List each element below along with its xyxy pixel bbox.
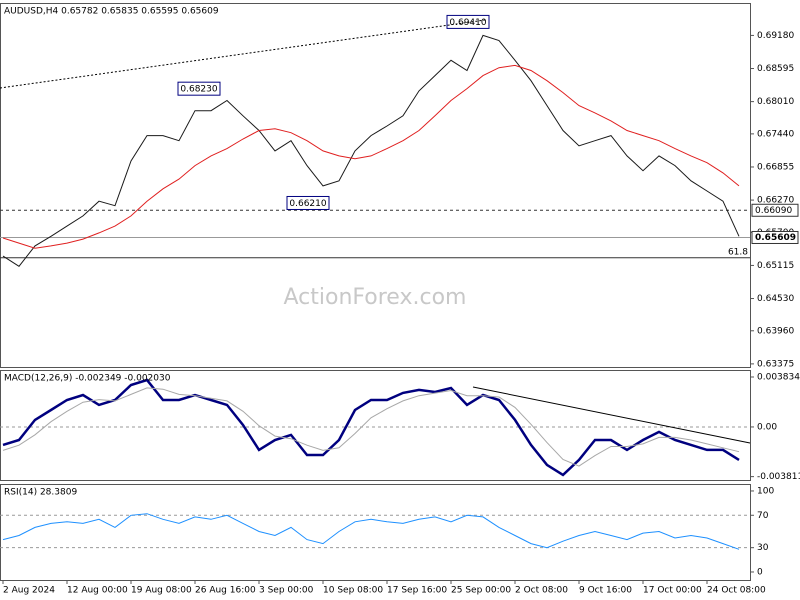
x-tick-label: 17 Oct 00:00: [643, 586, 702, 596]
y-tick-label: 0.63375: [757, 359, 794, 369]
x-tick-label: 2 Oct 08:00: [515, 586, 568, 596]
series-line: [2, 513, 740, 550]
trend-line: [472, 386, 751, 444]
annotation-box: [286, 195, 330, 210]
x-tick-label: 9 Oct 16:00: [579, 586, 632, 596]
y-tick-label: 0.67440: [757, 129, 794, 139]
price-label: 0.65609: [755, 233, 796, 243]
y-tick-label: 0: [757, 567, 763, 577]
series-line: [2, 34, 740, 267]
price-box: [751, 203, 799, 217]
price-box: [751, 230, 799, 244]
y-tick-label: 30: [757, 543, 769, 553]
panel-title: AUDUSD,H4 0.65782 0.65835 0.65595 0.6560…: [4, 7, 219, 17]
watermark: ActionForex.com: [284, 285, 467, 310]
y-tick-label: 0.68595: [757, 64, 794, 74]
y-tick-label: 0.66855: [757, 162, 794, 172]
y-tick-label: 0.64530: [757, 294, 794, 304]
panel-frame: [0, 370, 751, 481]
y-tick-label: 0.66270: [757, 196, 794, 206]
annotation-box: [177, 81, 221, 96]
x-tick-label: 19 Aug 08:00: [131, 586, 192, 596]
panel-title: MACD(12,26,9) -0.002349 -0.002030: [4, 374, 171, 384]
x-tick-label: 25 Sep 00:00: [451, 586, 511, 596]
price-label: 0.66090: [755, 206, 792, 216]
y-tick-label: 0.003834: [757, 372, 800, 382]
y-tick-label: 0.68010: [757, 97, 794, 107]
x-tick-label: 3 Sep 00:00: [259, 586, 314, 596]
x-tick-label: 26 Aug 16:00: [195, 586, 256, 596]
y-tick-label: 0.65115: [757, 261, 794, 271]
series-line: [2, 64, 740, 249]
series-line: [2, 378, 740, 477]
y-tick-label: 0.69180: [757, 31, 794, 41]
series-line: [2, 387, 740, 467]
annotation-label: 0.69410: [449, 18, 486, 28]
x-tick-label: 12 Aug 00:00: [67, 586, 128, 596]
x-tick-label: 24 Oct 08:00: [707, 586, 766, 596]
x-tick-label: 17 Sep 16:00: [387, 586, 447, 596]
x-tick-label: 10 Sep 08:00: [323, 586, 383, 596]
y-tick-label: 100: [757, 486, 774, 496]
y-tick-label: 70: [757, 511, 769, 521]
y-tick-label: -0.003811: [757, 472, 800, 482]
y-tick-label: 0.00: [757, 422, 777, 432]
annotation-label: 0.68230: [180, 85, 217, 95]
panel-frame: [0, 3, 751, 368]
x-tick-label: 2 Aug 2024: [3, 586, 55, 596]
panel-title: RSI(14) 28.3809: [4, 488, 77, 498]
y-tick-label: 0.63960: [757, 326, 794, 336]
annotation-label: 0.66210: [289, 199, 326, 209]
trend-line: [0, 19, 486, 89]
panel-frame: [0, 484, 751, 581]
fib-label: 61.8: [728, 247, 748, 257]
